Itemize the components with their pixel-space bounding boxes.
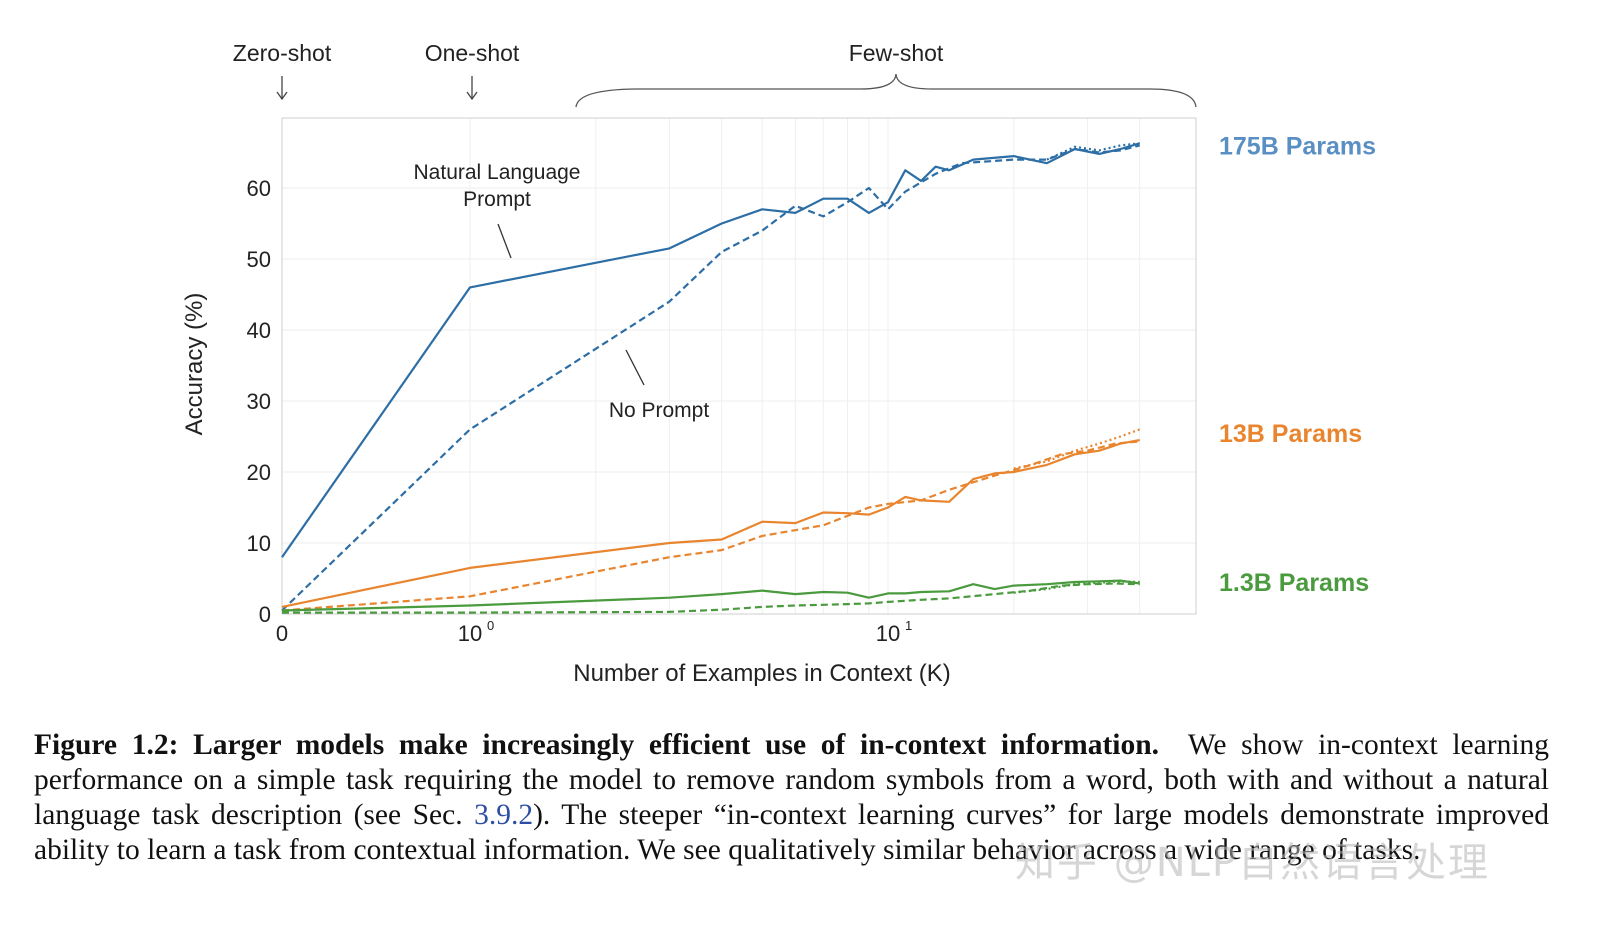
arrow-head-icon <box>276 91 288 101</box>
watermark: 知乎 @NLP自然语言处理 <box>1015 840 1491 886</box>
annotation-no-prompt: No Prompt <box>609 399 710 422</box>
series-line <box>1013 580 1140 594</box>
annotation-natural-language: Natural Language <box>414 161 581 184</box>
x-tick-label: 10 <box>876 621 900 646</box>
x-axis-label: Number of Examples in Context (K) <box>573 660 950 687</box>
caption-text-continued: ). The steeper “in-context learning curv… <box>34 799 1549 866</box>
line-annotations: Natural Language Prompt No Prompt <box>414 161 710 422</box>
chart: 0 10 20 30 40 50 60 0 10 0 10 1 Zero-shot One-shot F… <box>181 40 1376 687</box>
series-line <box>281 440 1140 612</box>
annotation-pointer <box>625 349 645 386</box>
y-axis: 0 10 20 30 40 50 60 <box>247 176 271 627</box>
y-axis-label: Accuracy (%) <box>181 293 208 436</box>
y-tick-label: 0 <box>259 602 271 627</box>
y-tick-label: 60 <box>247 176 271 201</box>
regime-label: One-shot <box>425 40 520 66</box>
series-line <box>281 144 1140 612</box>
series-label: 175B Params <box>1219 132 1376 160</box>
series-label: 13B Params <box>1219 420 1362 448</box>
x-tick-label: 10 <box>458 621 482 646</box>
annotation-pointer <box>497 223 512 259</box>
series-line <box>281 142 1141 558</box>
y-tick-label: 10 <box>247 531 271 556</box>
series-labels: 175B Params 13B Params 1.3B Params <box>1219 132 1376 597</box>
x-tick-exponent: 0 <box>487 618 494 633</box>
series-line <box>281 439 1140 608</box>
series-line <box>1046 142 1140 161</box>
x-tick-label: 0 <box>276 621 288 646</box>
few-shot-brace <box>575 73 1197 108</box>
series-label: 1.3B Params <box>1219 569 1369 597</box>
regime-annotations: Zero-shot One-shot Few-shot <box>233 40 1197 108</box>
arrow-head-icon <box>466 91 478 101</box>
caption-text: We show in-context learning performance … <box>34 729 1550 831</box>
x-axis: 0 10 0 10 1 <box>276 618 912 646</box>
annotation-prompt: Prompt <box>463 188 531 211</box>
series-line <box>282 582 1140 614</box>
y-tick-label: 30 <box>247 389 271 414</box>
regime-label: Few-shot <box>849 40 944 66</box>
section-ref-link[interactable]: 3.9.2 <box>474 799 534 831</box>
series-line <box>1013 428 1141 470</box>
regime-label: Zero-shot <box>233 40 332 66</box>
y-tick-label: 50 <box>247 247 271 272</box>
y-tick-label: 20 <box>247 460 271 485</box>
y-tick-label: 40 <box>247 318 271 343</box>
x-tick-exponent: 1 <box>905 618 912 633</box>
figure-caption: Figure 1.2: Larger models make increasin… <box>34 728 1549 868</box>
plot-frame <box>281 117 1197 615</box>
grid <box>282 118 1196 615</box>
series-lines <box>281 142 1141 614</box>
caption-title: Larger models make increasingly efficien… <box>193 729 1160 761</box>
series-line <box>281 579 1140 612</box>
figure-label: Figure 1.2: <box>34 729 179 761</box>
